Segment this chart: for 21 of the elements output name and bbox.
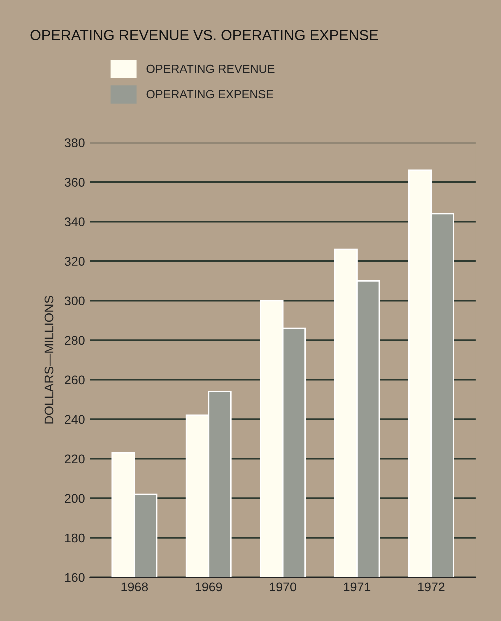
- y-tick-label: 260: [65, 376, 85, 385]
- y-tick-label: 240: [65, 415, 85, 424]
- y-tick-label: 360: [64, 178, 85, 187]
- y-tick-label: 160: [65, 573, 85, 582]
- y-tick-label: 200: [65, 494, 85, 504]
- x-tick-label: 1968: [122, 582, 148, 592]
- y-tick-label: 300: [64, 296, 85, 306]
- x-tick-label: 1972: [418, 582, 445, 592]
- y-tick-label: 380: [64, 138, 85, 148]
- y-tick-label: 280: [65, 336, 85, 346]
- y-tick-label: 180: [65, 534, 85, 543]
- y-tick-label: 320: [64, 257, 85, 266]
- y-axis-title: DOLLARS—MILLIONS: [44, 296, 54, 424]
- legend-label: OPERATING EXPENSE: [146, 90, 274, 99]
- x-tick-label: 1970: [270, 582, 296, 592]
- chart-title: OPERATING REVENUE VS. OPERATING EXPENSE: [30, 30, 378, 41]
- y-tick-label: 220: [65, 454, 85, 464]
- y-tick-label: 340: [64, 218, 85, 227]
- x-tick-label: 1971: [344, 582, 371, 592]
- x-tick-label: 1969: [196, 582, 222, 592]
- legend-label: OPERATING REVENUE: [146, 64, 275, 74]
